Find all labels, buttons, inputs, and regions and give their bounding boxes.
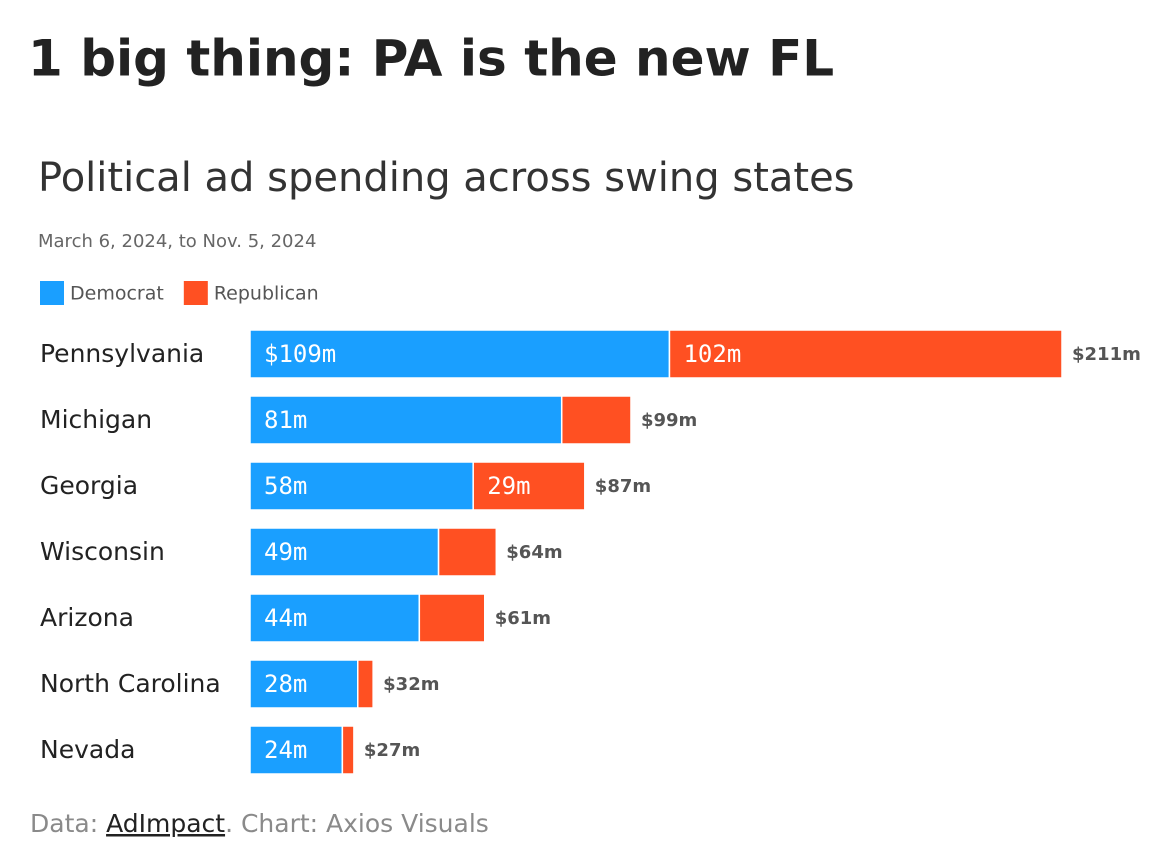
category-label: Georgia — [40, 471, 138, 500]
total-label: $32m — [383, 674, 439, 695]
category-label: North Carolina — [40, 669, 221, 698]
category-label: Arizona — [40, 603, 134, 632]
legend-label: Democrat — [70, 283, 164, 305]
bar-segment — [472, 461, 586, 511]
value-label: 44m — [264, 604, 307, 632]
value-label: 81m — [264, 406, 307, 434]
bar-segment — [249, 659, 359, 709]
value-label: 28m — [264, 670, 307, 698]
value-label: 24m — [264, 736, 307, 764]
value-label: 102m — [683, 340, 741, 368]
legend-label: Republican — [214, 283, 319, 305]
bar-segment — [249, 395, 563, 445]
total-label: $64m — [506, 542, 562, 563]
legend-swatch — [40, 281, 64, 305]
total-label: $99m — [641, 410, 697, 431]
bar-segment — [249, 593, 421, 643]
bar-segment — [249, 527, 440, 577]
chart-subtitle: March 6, 2024, to Nov. 5, 2024 — [38, 231, 316, 252]
source-link[interactable]: AdImpact — [106, 809, 225, 838]
plot: Democrat Republican Pennsylvania $109m 102m $… — [40, 281, 1141, 775]
bar-segment — [560, 395, 632, 445]
total-label: $27m — [364, 740, 420, 761]
bar-segment — [249, 329, 671, 379]
total-label: $87m — [595, 476, 651, 497]
bar-segment — [357, 659, 374, 709]
bar-segment — [668, 329, 1063, 379]
bar-segment — [437, 527, 498, 577]
value-label: 58m — [264, 472, 307, 500]
bar-segment — [418, 593, 486, 643]
category-label: Pennsylvania — [40, 339, 204, 368]
category-label: Michigan — [40, 405, 152, 434]
source-note: Data: AdImpact. Chart: Axios Visuals — [30, 809, 489, 838]
bar-segment — [341, 725, 355, 775]
page-title: 1 big thing: PA is the new FL — [28, 30, 834, 88]
value-label: $109m — [264, 340, 336, 368]
total-label: $61m — [495, 608, 551, 629]
category-label: Wisconsin — [40, 537, 165, 566]
value-label: 49m — [264, 538, 307, 566]
total-label: $211m — [1072, 344, 1141, 365]
source-prefix: Data: — [30, 809, 106, 838]
chart-title: Political ad spending across swing state… — [38, 155, 855, 201]
category-label: Nevada — [40, 735, 135, 764]
source-suffix: . Chart: Axios Visuals — [225, 809, 489, 838]
legend-swatch — [183, 281, 208, 305]
value-label: 29m — [487, 472, 530, 500]
bar-segment — [249, 725, 344, 775]
